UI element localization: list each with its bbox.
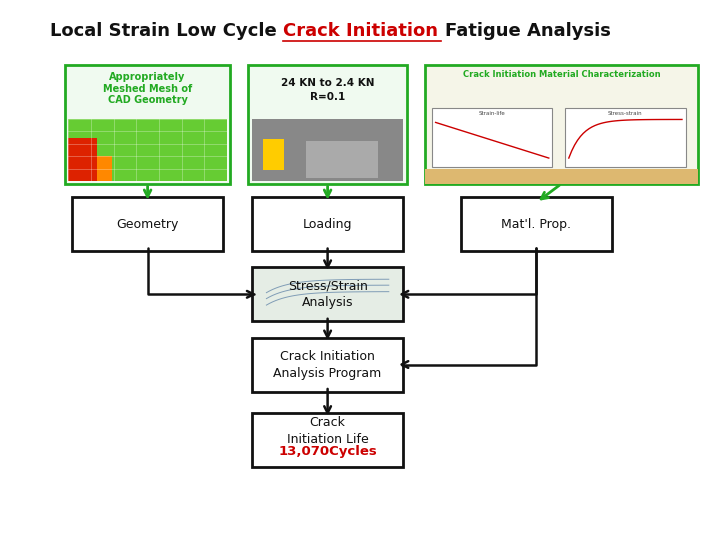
FancyBboxPatch shape: [252, 413, 403, 467]
Text: Stress/Strain
Analysis: Stress/Strain Analysis: [288, 279, 367, 309]
Text: R=0.1: R=0.1: [310, 92, 345, 102]
Text: Stress-strain: Stress-strain: [608, 111, 643, 116]
Text: Mat'l. Prop.: Mat'l. Prop.: [501, 218, 572, 231]
Text: Fatigue Analysis: Fatigue Analysis: [445, 22, 611, 39]
Text: 13,070Cycles: 13,070Cycles: [278, 446, 377, 458]
Text: Crack Initiation
Analysis Program: Crack Initiation Analysis Program: [274, 349, 382, 380]
FancyBboxPatch shape: [306, 141, 378, 178]
Text: Strain-life: Strain-life: [479, 111, 505, 116]
Text: Loading: Loading: [303, 218, 352, 231]
FancyBboxPatch shape: [252, 267, 403, 321]
FancyBboxPatch shape: [461, 197, 612, 251]
Text: Appropriately
Meshed Mesh of
CAD Geometry: Appropriately Meshed Mesh of CAD Geometr…: [103, 72, 192, 105]
FancyBboxPatch shape: [425, 65, 698, 184]
FancyBboxPatch shape: [425, 170, 698, 184]
FancyBboxPatch shape: [65, 65, 230, 184]
Text: Crack
Initiation Life: Crack Initiation Life: [287, 416, 369, 446]
Text: Local Strain Low Cycle: Local Strain Low Cycle: [50, 22, 284, 39]
FancyBboxPatch shape: [97, 156, 112, 181]
Text: Crack Initiation: Crack Initiation: [284, 22, 445, 39]
FancyBboxPatch shape: [432, 107, 552, 167]
FancyBboxPatch shape: [68, 119, 227, 181]
Text: Geometry: Geometry: [117, 218, 179, 231]
FancyBboxPatch shape: [248, 65, 407, 184]
Text: Crack Initiation Material Characterization: Crack Initiation Material Characterizati…: [463, 70, 660, 79]
FancyBboxPatch shape: [68, 138, 97, 181]
FancyBboxPatch shape: [252, 119, 403, 181]
FancyBboxPatch shape: [252, 197, 403, 251]
FancyBboxPatch shape: [263, 139, 284, 170]
FancyBboxPatch shape: [72, 197, 223, 251]
Text: 24 KN to 2.4 KN: 24 KN to 2.4 KN: [281, 78, 374, 87]
FancyBboxPatch shape: [565, 107, 685, 167]
FancyBboxPatch shape: [252, 338, 403, 392]
